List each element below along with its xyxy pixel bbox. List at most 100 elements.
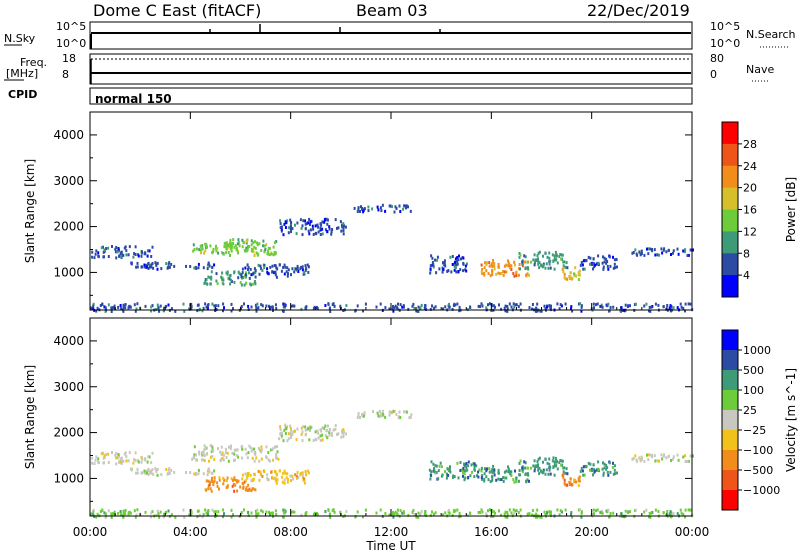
power-colorbar-tick-label: 20 — [743, 182, 757, 195]
power-cell — [290, 304, 293, 308]
power-cell — [507, 261, 510, 265]
power-ytick-label: 2000 — [53, 220, 84, 234]
power-cell — [529, 260, 532, 264]
velocity-cell — [393, 409, 396, 413]
power-cell — [237, 251, 239, 255]
nave-label: Nave — [746, 63, 775, 76]
power-cell — [550, 304, 552, 308]
velocity-cell — [268, 510, 270, 514]
velocity-colorbar-frame — [721, 329, 739, 511]
power-cell — [435, 271, 438, 275]
power-cell — [274, 264, 277, 268]
velocity-cell — [537, 468, 540, 472]
velocity-cell — [247, 451, 250, 455]
power-cell — [245, 241, 248, 245]
velocity-region-3 — [204, 476, 257, 493]
power-cell — [676, 306, 679, 310]
velocity-cell — [197, 472, 200, 476]
power-cell — [215, 244, 217, 248]
power-cell — [247, 268, 249, 271]
velocity-cell — [340, 435, 343, 439]
velocity-cell — [122, 515, 125, 519]
power-cell — [232, 238, 235, 242]
power-cell — [301, 224, 304, 228]
power-cell — [105, 247, 107, 251]
velocity-cell — [563, 466, 566, 470]
velocity-cell — [289, 430, 292, 434]
x-tick-label: 16:00 — [474, 525, 509, 539]
power-cell — [201, 247, 204, 251]
power-cell — [222, 252, 225, 256]
power-cell — [271, 264, 274, 268]
velocity-cell — [206, 452, 209, 455]
power-cell — [538, 266, 541, 270]
power-cell — [602, 265, 605, 269]
power-cell — [331, 228, 334, 231]
velocity-ytick-label: 2000 — [53, 426, 84, 440]
velocity-cell — [260, 473, 263, 477]
power-cell — [555, 253, 558, 256]
power-cell — [220, 251, 223, 255]
power-cell — [104, 309, 107, 313]
power-cell — [287, 226, 290, 230]
velocity-cell — [134, 515, 137, 519]
velocity-cell — [188, 513, 191, 517]
power-cell — [583, 267, 586, 271]
power-cell — [417, 305, 420, 309]
power-cell — [309, 228, 312, 232]
velocity-colorbar-swatch — [722, 470, 738, 491]
nsearch-tick-top: 10^5 — [710, 20, 741, 33]
velocity-cell — [517, 511, 520, 515]
power-cell — [228, 274, 231, 278]
velocity-cell — [267, 478, 270, 482]
velocity-cell — [292, 430, 295, 434]
power-cell — [252, 271, 255, 275]
power-cell — [266, 270, 269, 274]
power-cell — [562, 270, 565, 274]
power-region-1 — [130, 261, 216, 271]
velocity-cell — [382, 412, 385, 416]
power-cell — [457, 258, 460, 262]
velocity-cell — [279, 425, 282, 429]
velocity-cell — [555, 459, 558, 462]
velocity-cell — [609, 470, 612, 474]
power-cell — [485, 269, 488, 273]
power-cell — [302, 272, 305, 276]
power-cell — [462, 269, 465, 273]
nave-tick-bottom: 0 — [710, 68, 717, 81]
power-cell — [197, 262, 200, 266]
power-cell — [336, 226, 338, 230]
velocity-colorbar-swatch — [722, 330, 738, 351]
power-cell — [508, 302, 511, 306]
power-cell — [402, 304, 405, 308]
velocity-cell — [110, 516, 113, 519]
power-cell — [115, 246, 118, 249]
power-cell — [197, 303, 200, 307]
power-cell — [342, 227, 345, 231]
velocity-cell — [542, 460, 544, 464]
power-cell — [580, 309, 583, 313]
velocity-cell — [592, 463, 595, 467]
velocity-cell — [127, 459, 130, 463]
velocity-cell — [392, 409, 395, 413]
velocity-colorbar-tick-label: −25 — [743, 424, 766, 437]
velocity-cell — [198, 450, 200, 454]
power-cell — [229, 238, 232, 242]
velocity-cell — [252, 487, 255, 491]
velocity-cell — [307, 427, 310, 431]
power-cell — [577, 278, 580, 282]
velocity-cell — [452, 510, 455, 513]
velocity-cell — [317, 431, 320, 435]
power-cell — [240, 273, 243, 277]
velocity-cell — [553, 462, 556, 466]
velocity-cell — [467, 464, 470, 468]
power-cell — [280, 227, 283, 231]
power-cell — [196, 247, 198, 251]
power-cell — [345, 304, 348, 308]
power-cell — [156, 267, 159, 271]
power-cell — [182, 302, 185, 306]
power-cell — [307, 221, 310, 225]
power-cell — [287, 268, 290, 272]
power-cell — [600, 305, 603, 308]
power-cell — [448, 302, 450, 306]
